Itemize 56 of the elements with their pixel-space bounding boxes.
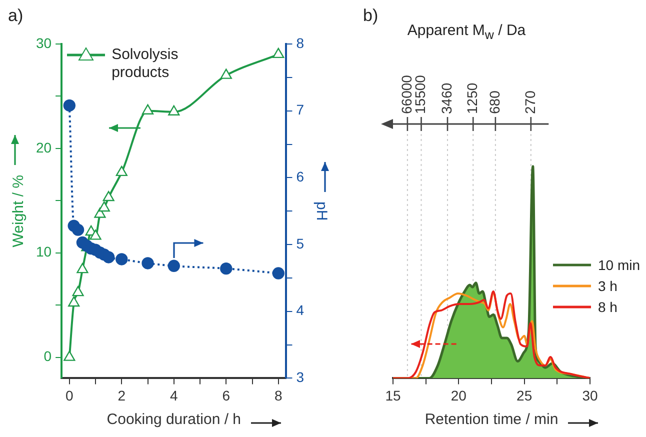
annotation: 1250 xyxy=(464,82,480,114)
legend-label: Solvolysis products xyxy=(112,46,180,82)
point xyxy=(272,267,284,280)
point xyxy=(72,286,84,296)
x-tick-label: 6 xyxy=(222,387,230,404)
point xyxy=(76,262,88,274)
point xyxy=(102,190,114,202)
x-tick-label: 8 xyxy=(274,387,282,404)
point xyxy=(90,230,102,240)
point xyxy=(116,253,128,266)
y2-tick-label: 4 xyxy=(296,302,304,318)
point xyxy=(98,201,110,212)
point xyxy=(72,224,84,236)
point xyxy=(142,257,154,270)
y-axis-title: Weight / % xyxy=(10,174,28,248)
x-tick-label: 0 xyxy=(66,387,74,404)
point xyxy=(116,166,128,176)
annotation: 15500 xyxy=(412,74,428,114)
legend-label: 10 min xyxy=(598,256,640,274)
annotation: 270 xyxy=(522,90,538,114)
y2-axis-title: pH xyxy=(312,202,330,221)
x-tick-label: 2 xyxy=(118,387,126,404)
legend-label: 8 h xyxy=(598,298,618,316)
point xyxy=(64,350,76,361)
point xyxy=(102,251,115,264)
legend-label: 3 h xyxy=(598,277,618,296)
point xyxy=(68,296,80,307)
x-tick-label: 25 xyxy=(516,387,532,404)
y2-tick-label: 5 xyxy=(296,235,304,252)
point xyxy=(220,68,232,79)
point xyxy=(63,99,76,112)
annotation: 680 xyxy=(486,90,502,114)
y-tick-label: 0 xyxy=(44,348,52,364)
x-tick-label: 15 xyxy=(385,387,401,404)
annotation: 3460 xyxy=(438,82,454,114)
y-tick-label: 20 xyxy=(36,139,52,156)
point xyxy=(272,48,284,58)
text: a) xyxy=(8,6,24,26)
y2-tick-label: 6 xyxy=(296,168,304,185)
y2-tick-label: 8 xyxy=(296,34,304,51)
y-tick-label: 30 xyxy=(36,34,52,51)
point xyxy=(168,260,180,272)
point xyxy=(168,105,180,116)
y2-tick-label: 7 xyxy=(296,102,304,118)
y-tick-label: 10 xyxy=(36,244,52,260)
x-axis-title: Cooking duration / h xyxy=(106,411,242,428)
y2-tick-label: 3 xyxy=(296,369,304,386)
point xyxy=(220,262,232,275)
annotation: 66000 xyxy=(398,74,414,114)
x-axis-title: Retention time / min xyxy=(424,411,558,428)
text: b) xyxy=(363,6,378,26)
x-tick-label: 20 xyxy=(450,387,467,404)
x2-axis-title: Apparent M$_{w}$ / Da xyxy=(407,22,526,42)
x-tick-label: 30 xyxy=(582,387,598,404)
point xyxy=(142,104,154,114)
x-tick-label: 4 xyxy=(170,387,178,404)
